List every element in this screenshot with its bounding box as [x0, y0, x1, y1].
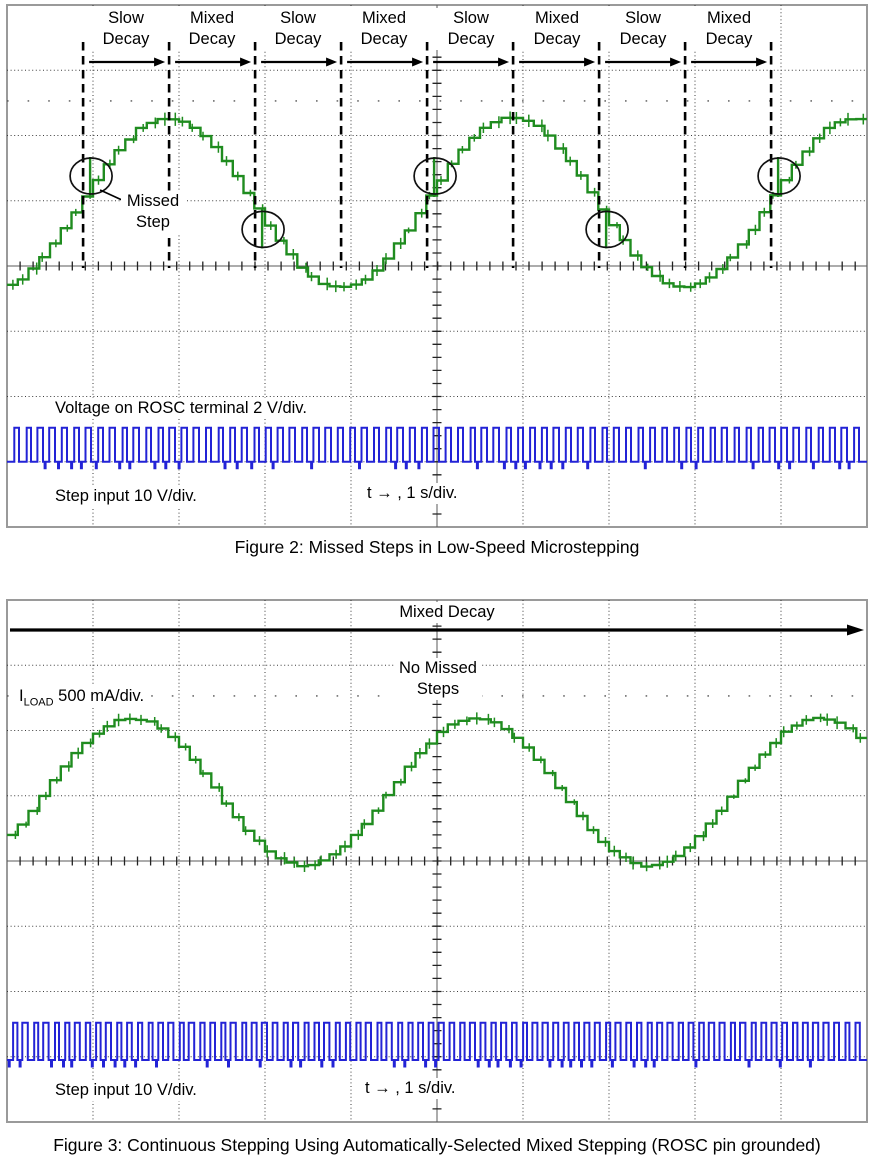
- fig2-missed-step-circle: [69, 157, 113, 195]
- fig2-decay-label-4: Mixed Decay: [344, 8, 424, 50]
- fig3-caption: Figure 3: Continuous Stepping Using Auto…: [53, 1135, 821, 1155]
- fig2-decay-arrowhead: [412, 57, 424, 67]
- fig2-missed-step-circle: [757, 157, 801, 195]
- fig2-decay-arrowhead: [240, 57, 252, 67]
- fig2-missed-step-label: Missed Step: [121, 191, 185, 233]
- fig2-missed-step-circle: [241, 210, 285, 249]
- iload-scale: 500 mA/div.: [53, 687, 145, 705]
- iload-subscript: LOAD: [23, 696, 54, 709]
- fig2-trace2-label: Step input 10 V/div.: [52, 486, 200, 507]
- fig2-decay-boundary-dashed-lines: [81, 42, 773, 268]
- fig3-mixed-decay-arrowhead: [847, 624, 864, 636]
- fig2-decay-arrowhead: [584, 57, 596, 67]
- fig3-trace2-label: Step input 10 V/div.: [52, 1080, 200, 1101]
- fig3-no-missed-steps-label: No Missed Steps: [394, 658, 482, 700]
- fig2-trace-noise: [12, 111, 865, 293]
- fig3-mixed-decay-label: Mixed Decay: [387, 602, 507, 623]
- fig2-decay-arrowhead: [326, 57, 338, 67]
- fig2-decay-arrowhead: [498, 57, 510, 67]
- fig2-step-input-pulse-trace: [7, 426, 867, 470]
- fig2-missed-step-circle: [413, 157, 457, 195]
- fig2-stepped-sine-trace: [7, 116, 867, 289]
- fig2-missed-step-circle: [585, 210, 629, 249]
- fig2-decay-label-7: Slow Decay: [603, 8, 683, 50]
- fig2-decay-label-1: Slow Decay: [86, 8, 166, 50]
- fig2-decay-label-3: Slow Decay: [258, 8, 338, 50]
- fig2-decay-arrowhead: [756, 57, 768, 67]
- fig2-decay-label-2: Mixed Decay: [172, 8, 252, 50]
- fig3-step-input-pulse-trace: [7, 1021, 867, 1068]
- fig3-trace-noise: [14, 712, 862, 872]
- fig3-trace1-label: ILOAD 500 mA/div.: [16, 686, 148, 709]
- fig2-missed-step-callout-line: [99, 189, 125, 202]
- fig2-decay-label-6: Mixed Decay: [517, 8, 597, 50]
- fig2-decay-label-5: Slow Decay: [431, 8, 511, 50]
- fig2-decay-label-8: Mixed Decay: [689, 8, 769, 50]
- fig2-timebase-label: t → , 1 s/div.: [364, 483, 461, 504]
- fig2-trace1-label: Voltage on ROSC terminal 2 V/div.: [52, 398, 310, 419]
- fig3-timebase-label: t → , 1 s/div.: [362, 1078, 459, 1099]
- fig2-caption: Figure 2: Missed Steps in Low-Speed Micr…: [234, 537, 640, 557]
- fig2-decay-arrowhead: [154, 57, 166, 67]
- fig2-decay-arrowhead: [670, 57, 682, 67]
- iload-symbol: I: [19, 687, 24, 705]
